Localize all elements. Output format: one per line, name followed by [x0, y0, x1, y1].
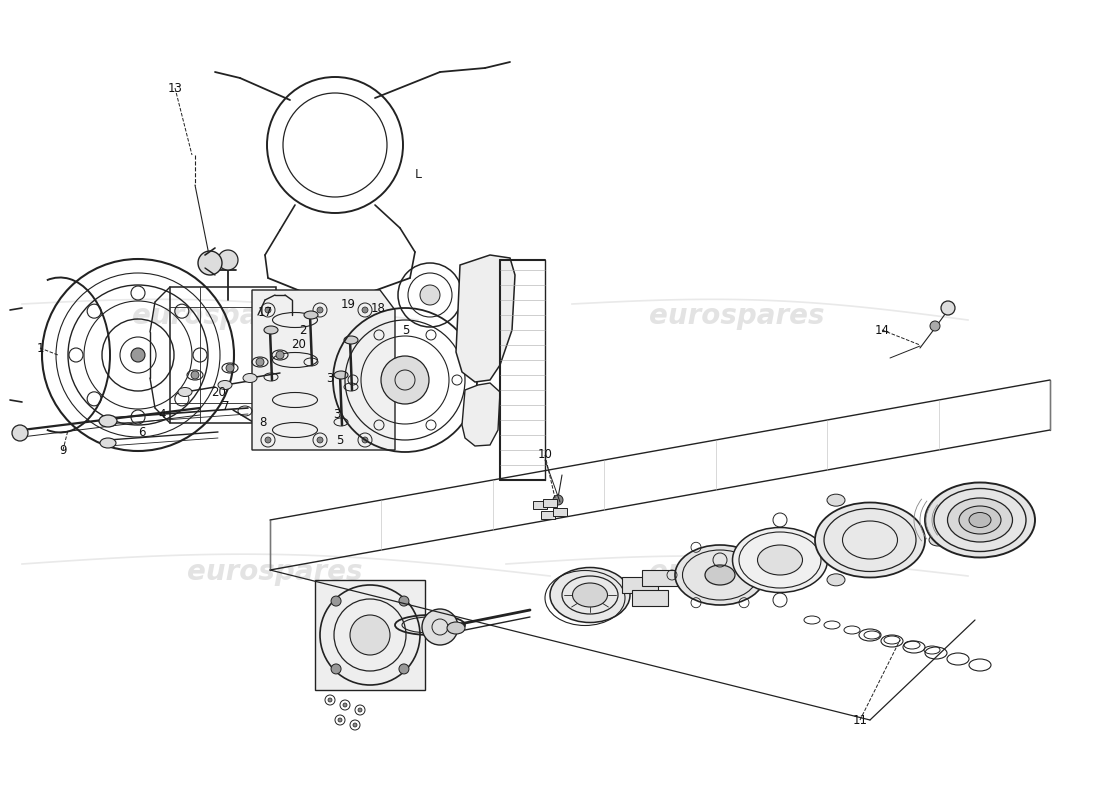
Text: 13: 13 [167, 82, 183, 94]
Circle shape [343, 703, 346, 707]
Text: eurospares: eurospares [132, 302, 308, 330]
Circle shape [331, 596, 341, 606]
Circle shape [191, 371, 199, 379]
Polygon shape [462, 383, 501, 446]
Text: 11: 11 [852, 714, 868, 726]
Text: 1: 1 [36, 342, 44, 354]
Ellipse shape [550, 567, 630, 622]
Ellipse shape [344, 336, 358, 344]
Ellipse shape [178, 387, 192, 397]
Polygon shape [553, 508, 566, 516]
Ellipse shape [572, 583, 607, 607]
Ellipse shape [925, 482, 1035, 558]
Circle shape [276, 351, 284, 359]
Text: eurospares: eurospares [649, 558, 825, 586]
Text: 19: 19 [341, 298, 355, 311]
Text: 4: 4 [158, 409, 166, 422]
Circle shape [399, 664, 409, 674]
Circle shape [362, 307, 369, 313]
Text: eurospares: eurospares [187, 558, 363, 586]
Circle shape [265, 307, 271, 313]
Polygon shape [621, 577, 658, 593]
Circle shape [131, 348, 145, 362]
Ellipse shape [959, 506, 1001, 534]
Text: 5: 5 [403, 323, 409, 337]
Circle shape [328, 698, 332, 702]
Circle shape [317, 307, 323, 313]
Ellipse shape [827, 574, 845, 586]
Ellipse shape [264, 326, 278, 334]
Circle shape [338, 718, 342, 722]
Ellipse shape [218, 381, 232, 390]
Ellipse shape [758, 545, 803, 575]
Text: eurospares: eurospares [649, 302, 825, 330]
Text: 3: 3 [327, 371, 333, 385]
Ellipse shape [243, 374, 257, 382]
Circle shape [255, 419, 271, 435]
Ellipse shape [100, 438, 116, 448]
Circle shape [350, 615, 390, 655]
Circle shape [553, 495, 563, 505]
Polygon shape [541, 511, 556, 519]
Circle shape [226, 364, 234, 372]
Circle shape [940, 301, 955, 315]
Ellipse shape [930, 534, 947, 546]
Ellipse shape [447, 622, 465, 634]
Circle shape [265, 437, 271, 443]
Circle shape [420, 285, 440, 305]
Circle shape [399, 596, 409, 606]
Ellipse shape [675, 545, 764, 605]
Ellipse shape [733, 527, 827, 593]
Polygon shape [543, 499, 557, 507]
Text: 9: 9 [59, 443, 67, 457]
Text: 17: 17 [257, 306, 273, 318]
Text: 18: 18 [371, 302, 385, 314]
Ellipse shape [969, 513, 991, 527]
Ellipse shape [304, 311, 318, 319]
Circle shape [422, 609, 458, 645]
Ellipse shape [334, 371, 348, 379]
Ellipse shape [705, 565, 735, 585]
Polygon shape [642, 570, 678, 586]
Circle shape [353, 723, 358, 727]
Circle shape [930, 321, 940, 331]
Text: 8: 8 [260, 417, 266, 430]
Text: 20: 20 [211, 386, 227, 399]
Text: 5: 5 [337, 434, 343, 446]
Text: 2: 2 [299, 323, 307, 337]
Circle shape [317, 437, 323, 443]
Ellipse shape [947, 498, 1012, 542]
Circle shape [381, 356, 429, 404]
Text: 20: 20 [292, 338, 307, 351]
Circle shape [350, 615, 390, 655]
Circle shape [218, 250, 238, 270]
Circle shape [358, 708, 362, 712]
Text: L: L [415, 169, 421, 182]
Polygon shape [632, 590, 668, 606]
Circle shape [362, 437, 369, 443]
Text: 6: 6 [139, 426, 145, 438]
Ellipse shape [827, 494, 845, 506]
Ellipse shape [815, 502, 925, 578]
Polygon shape [315, 580, 425, 690]
Polygon shape [456, 255, 515, 382]
Text: 14: 14 [874, 323, 890, 337]
Polygon shape [252, 290, 395, 450]
Text: 10: 10 [538, 449, 552, 462]
Text: 7: 7 [222, 401, 230, 414]
Ellipse shape [99, 415, 117, 427]
Circle shape [331, 664, 341, 674]
Text: 3: 3 [333, 409, 341, 422]
Circle shape [198, 251, 222, 275]
Circle shape [12, 425, 28, 441]
Circle shape [256, 358, 264, 366]
Polygon shape [534, 501, 547, 509]
